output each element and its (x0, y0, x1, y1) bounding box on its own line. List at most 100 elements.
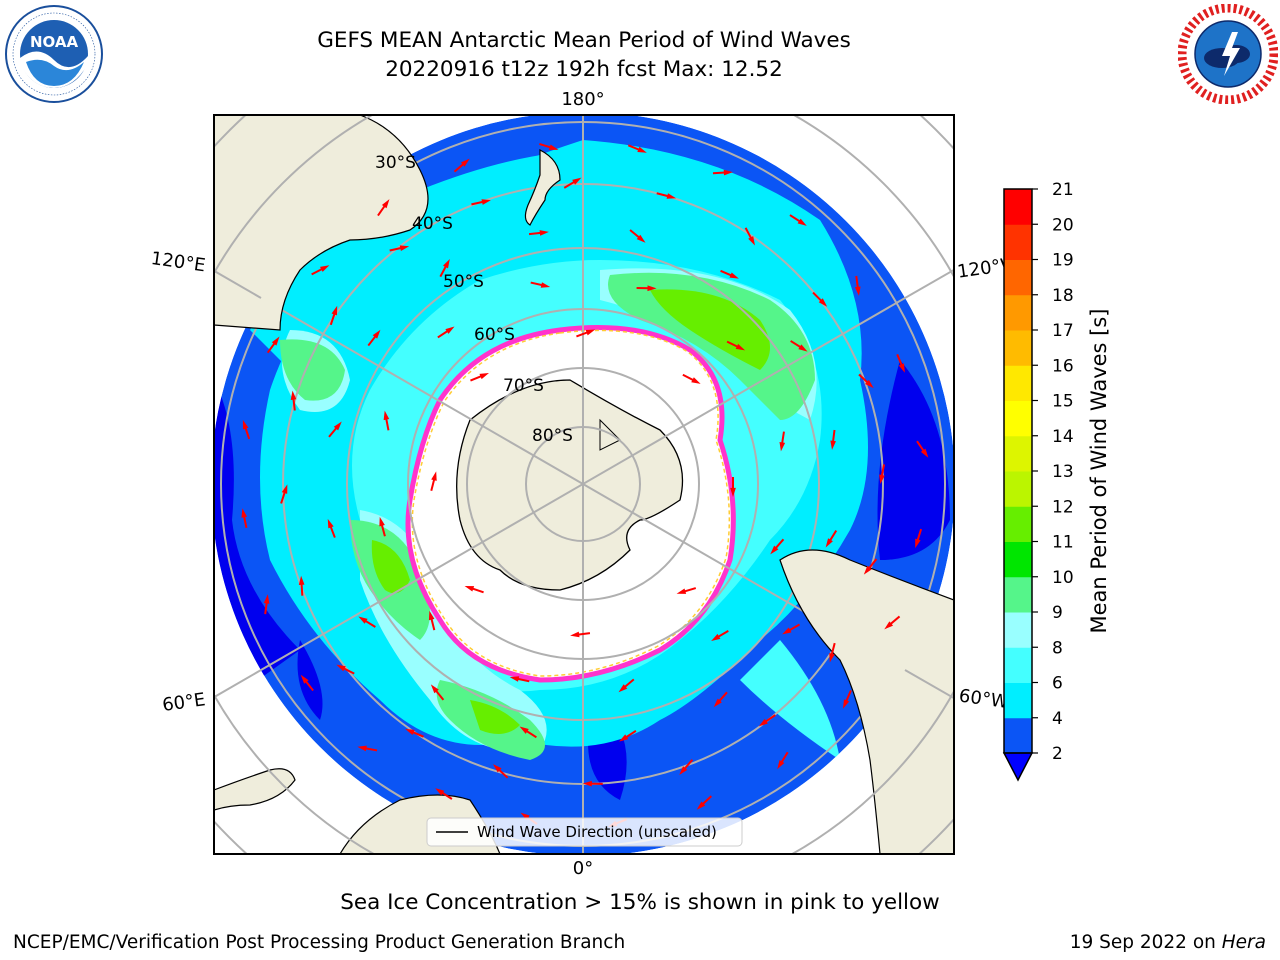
wave-arrow-head (915, 538, 921, 549)
wave-arrow-head (863, 565, 872, 575)
colorbar-tick-label: 19 (1052, 251, 1074, 271)
wave-arrow-head (445, 326, 455, 334)
wave-arrow-head (830, 440, 836, 450)
wave-arrow-head (479, 373, 489, 380)
wave-arrow-head (723, 169, 733, 176)
colorbar-tick-label: 12 (1052, 497, 1074, 517)
wave-arrow-head (879, 474, 885, 485)
colorbar-band (1004, 682, 1032, 719)
footer-date: 19 Sep 2022 on Hera (1070, 932, 1266, 953)
wave-arrow-head (242, 419, 249, 430)
noaa-logo: NOAA (5, 5, 103, 103)
wave-arrow-head (464, 585, 475, 592)
colorbar-tick-label: 13 (1052, 462, 1074, 482)
wave-arrow-head (430, 684, 439, 694)
wave-arrow-head (519, 726, 529, 734)
wave-arrow-head (647, 285, 657, 292)
footer-host: Hera (1221, 932, 1266, 953)
wave-arrow-head (509, 676, 520, 682)
chart-title: GEFS MEAN Antarctic Mean Period of Wind … (200, 26, 968, 84)
wave-arrow-head (298, 575, 305, 586)
australia-land (214, 115, 429, 331)
wave-arrow-head (381, 199, 390, 209)
map-legend: Wind Wave Direction (unscaled) (426, 817, 743, 847)
colorbar-band (1004, 506, 1032, 542)
colorbar-ticks: 2 4 6 8 9 10 11 12 13 14 15 16 17 18 19 20 21 (1032, 180, 1074, 764)
footer-credit: NCEP/EMC/Verification Post Processing Pr… (13, 932, 626, 953)
colorbar-tick-label: 17 (1052, 321, 1074, 341)
wave-arrow-head (777, 760, 785, 770)
wave-arrow-head (666, 193, 677, 199)
wave-arrow-head (779, 441, 786, 452)
wave-arrow-head (735, 343, 746, 351)
lon-label-0: 0° (573, 858, 593, 879)
wave-arrow-head (435, 788, 445, 796)
colorbar-tick-label: 4 (1052, 709, 1063, 729)
colorbar-tick-label: 8 (1052, 638, 1063, 658)
wave-arrow-head (637, 146, 647, 153)
new-zealand-land (524, 149, 561, 226)
colorbar-under-arrow (1004, 753, 1032, 780)
wave-arrow-head (379, 516, 385, 527)
colorbar-band (1004, 330, 1032, 366)
wave-arrow-head (798, 344, 808, 352)
colorbar-tick-label: 9 (1052, 603, 1063, 623)
title-line-2: 20220916 t12z 192h fcst Max: 12.52 (385, 57, 783, 82)
wave-arrow-head (842, 699, 850, 709)
wave-arrow-head (548, 144, 559, 150)
wave-arrow-head (782, 627, 792, 635)
lat-label-30s: 30°S (375, 153, 416, 173)
colorbar-tick-label: 18 (1052, 286, 1074, 306)
wave-arrow-head (570, 631, 580, 638)
lon-label-180: 180° (561, 89, 604, 110)
colorbar-tick-label: 2 (1052, 744, 1063, 764)
wave-arrow-head (357, 745, 367, 752)
wave-arrow-head (481, 199, 491, 205)
colorbar-label: Mean Period of Wind Waves [s] (1087, 309, 1111, 634)
wave-arrow-head (271, 336, 280, 346)
wave-arrow-head (281, 484, 288, 494)
lat-label-80s: 80°S (532, 426, 573, 446)
colorbar-band (1004, 294, 1032, 331)
wind-wave-arrows (241, 142, 929, 827)
legend-label: Wind Wave Direction (unscaled) (477, 823, 717, 841)
colorbar-band (1004, 471, 1032, 507)
lat-label-40s: 40°S (412, 214, 453, 234)
wave-arrow-head (730, 487, 736, 497)
wave-arrow-head (372, 329, 381, 339)
wave-arrow-head (729, 272, 739, 279)
wave-arrow-head (825, 538, 833, 548)
wave-arrow-head (636, 234, 646, 243)
wave-arrow-head (582, 780, 592, 787)
colorbar-tick-label: 20 (1052, 215, 1074, 235)
title-line-1: GEFS MEAN Antarctic Mean Period of Wind … (317, 28, 851, 53)
wave-arrow-head (758, 718, 768, 727)
wave-arrow-head (327, 518, 334, 529)
colorbar-band (1004, 435, 1032, 472)
wave-arrow-head (290, 390, 297, 400)
wave-arrow-head (696, 801, 706, 810)
wave-arrow-head (711, 633, 721, 641)
lat-label-60s: 60°S (474, 325, 515, 345)
colorbar-band (1004, 541, 1032, 578)
wave-arrow-head (300, 674, 309, 684)
wave-arrow-head (829, 652, 835, 663)
wave-arrow-head (884, 621, 894, 630)
colorbar-tick-label: 16 (1052, 356, 1074, 376)
wave-arrow-head (854, 286, 861, 296)
wave-arrow-head (540, 282, 551, 288)
colorbar-band (1004, 717, 1032, 754)
colorbar-band (1004, 259, 1032, 296)
colorbar-band (1004, 647, 1032, 683)
wave-arrow-head (320, 265, 330, 272)
wave-arrow-head (336, 664, 346, 672)
wave-period-field (214, 115, 954, 854)
wave-arrow-head (679, 766, 688, 775)
wave-arrow-head (460, 158, 470, 167)
wave-arrow-head (333, 421, 342, 431)
wave-arrow-head (358, 616, 368, 624)
colorbar-tick-label: 14 (1052, 427, 1074, 447)
wave-arrow-head (539, 230, 549, 236)
